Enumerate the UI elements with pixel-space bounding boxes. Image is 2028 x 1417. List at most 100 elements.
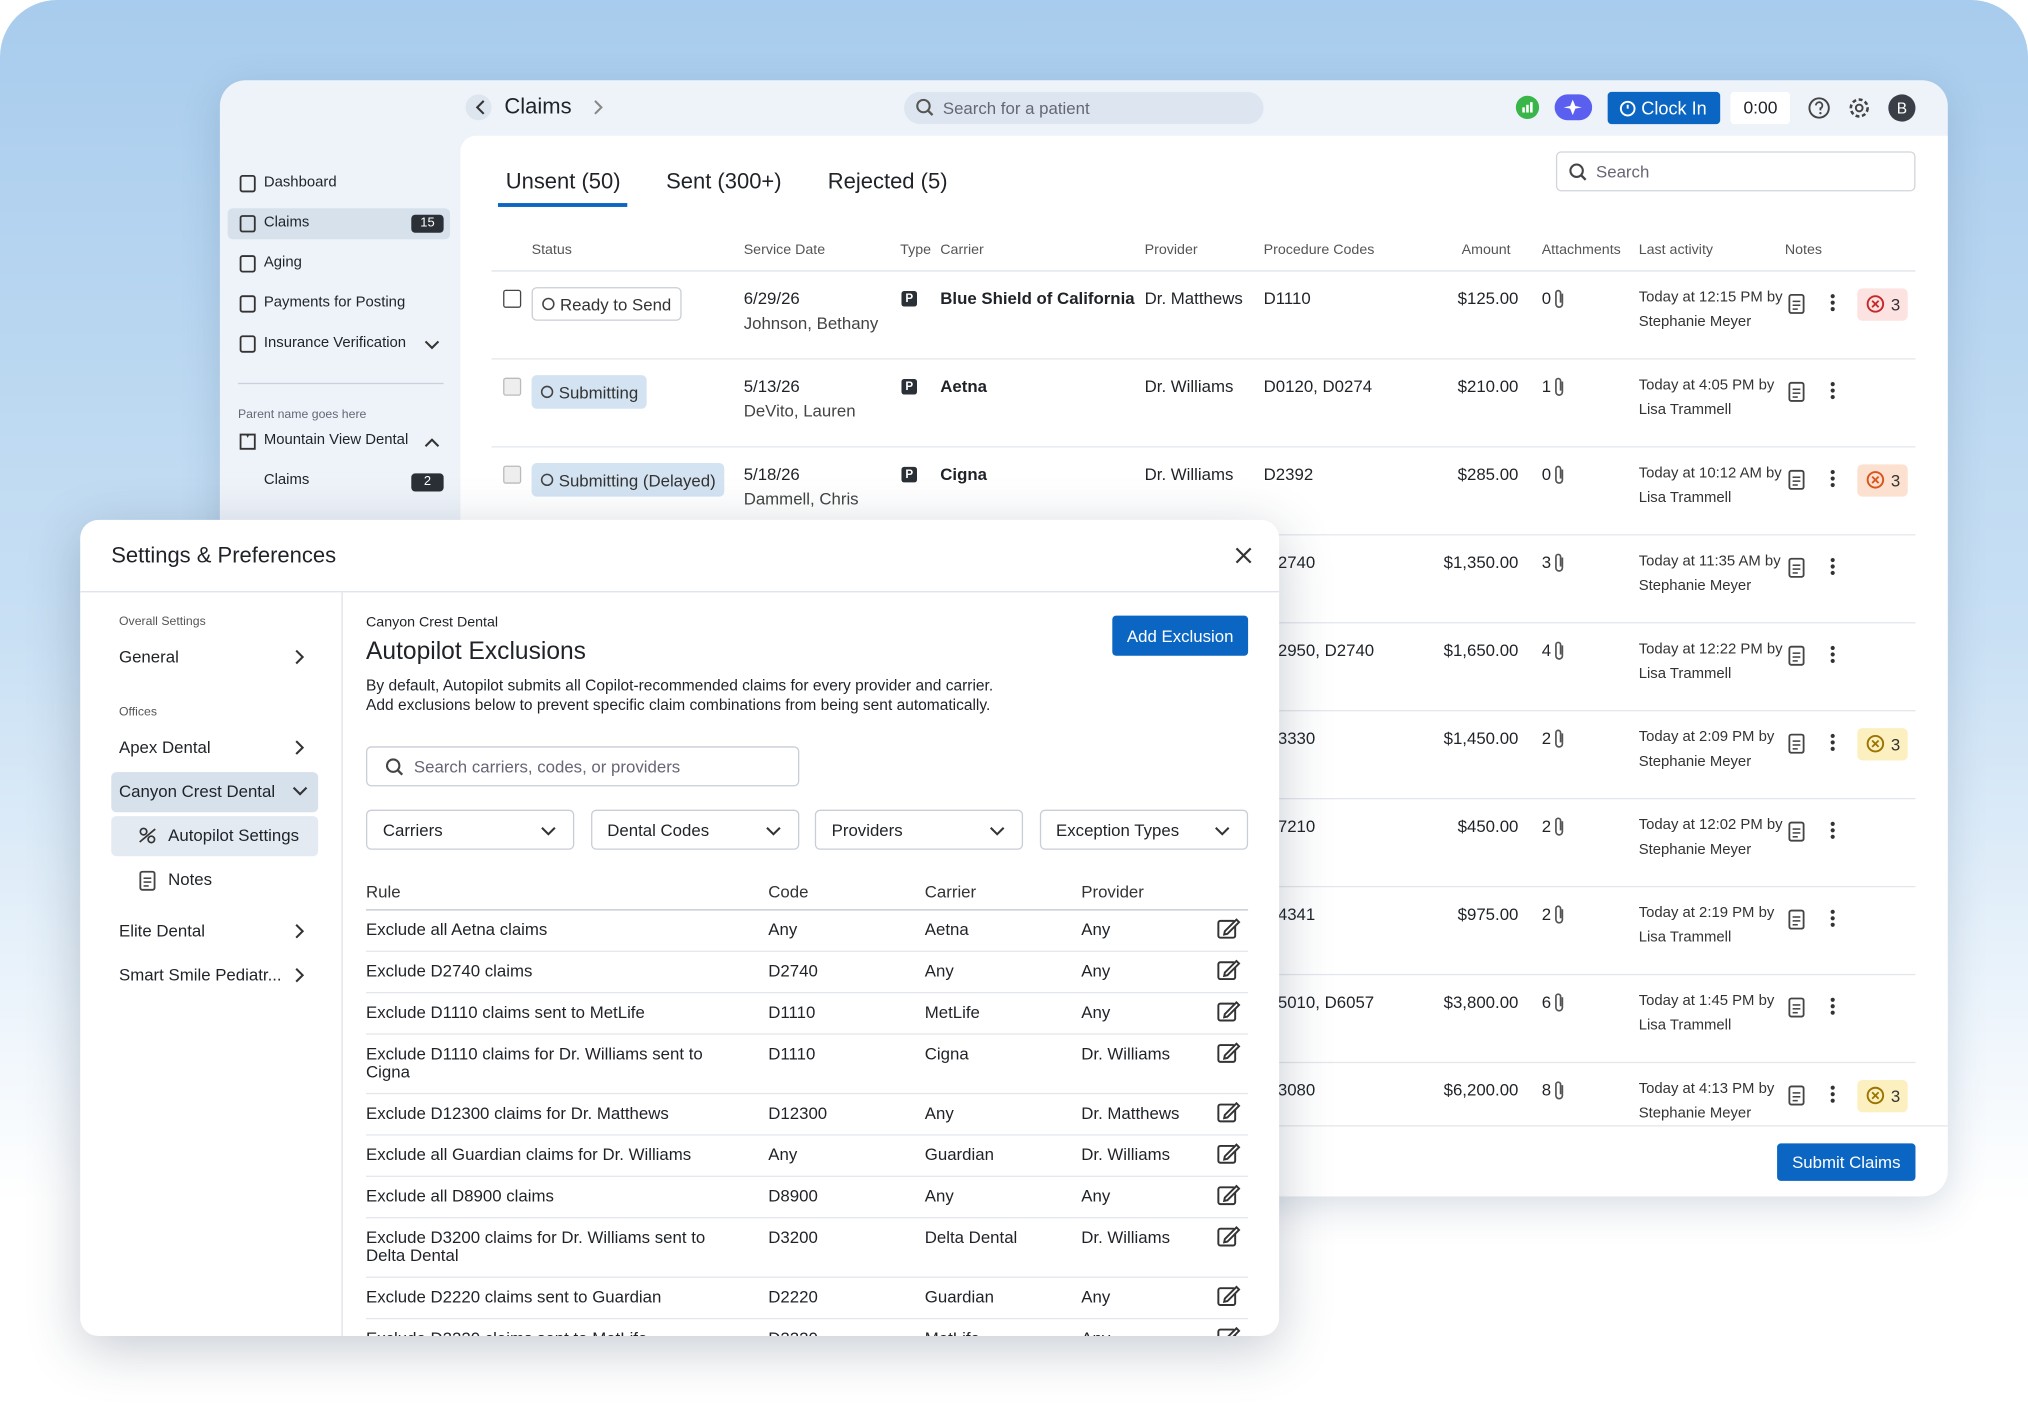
nav-item[interactable]: Canyon Crest Dental (118, 781, 276, 801)
tab[interactable]: Rejected (5) (827, 169, 948, 194)
icon-part (1830, 382, 1835, 387)
filter-dropdown[interactable]: Exception Types (1039, 809, 1248, 850)
row-checkbox[interactable] (503, 289, 522, 308)
search-icon (1569, 163, 1587, 181)
carrier: Blue Shield of California (940, 288, 1135, 309)
nav-subitem[interactable]: Notes (168, 869, 213, 889)
alert-badge[interactable]: 3 (1857, 728, 1908, 761)
amount: $210.00 (1457, 376, 1519, 397)
sidebar-item[interactable]: Dashboard (228, 168, 450, 199)
timer-value: 0:00 (1743, 97, 1778, 117)
icon-part (295, 649, 305, 665)
icon-part (1830, 834, 1835, 839)
attachment-count: 0 (1541, 288, 1552, 309)
filter-dropdown[interactable]: Providers (814, 809, 1024, 850)
icon-part (295, 968, 305, 983)
icon-part (1830, 645, 1835, 651)
status-pill: Submitting (Delayed) (531, 463, 725, 497)
row-divider (491, 358, 1916, 360)
tab[interactable]: Sent (300+) (666, 169, 782, 194)
copilot-icon (1554, 94, 1593, 121)
badge-count: 2 (423, 474, 432, 489)
exclusion-search[interactable]: Search carriers, codes, or providers (366, 746, 800, 787)
alert-badge[interactable]: 3 (1857, 464, 1908, 497)
edit-icon (1217, 1326, 1241, 1337)
icon-part (1217, 1227, 1237, 1247)
nav-item[interactable]: Apex Dental (118, 737, 211, 757)
filter-dropdown[interactable]: Dental Codes (590, 809, 799, 850)
exclusion-row: Exclude D2220 claims sent to Guardian D22… (366, 1276, 1249, 1318)
icon-part (1788, 381, 1805, 402)
sidebar-item[interactable]: Aging (228, 248, 450, 279)
cell: Aetna (924, 919, 969, 939)
row-checkbox[interactable] (503, 377, 522, 396)
table-search[interactable]: Search (1555, 151, 1916, 192)
nav-item[interactable]: Smart Smile Pediatr... (118, 965, 282, 985)
icon-part (1555, 641, 1564, 660)
back-button[interactable] (465, 94, 492, 121)
nav-item[interactable]: General (118, 646, 179, 667)
filter-dropdown[interactable]: Carriers (366, 809, 575, 850)
icon-part (147, 835, 156, 844)
filter-label: Exception Types (1056, 820, 1180, 840)
clock-in-button[interactable]: Clock In (1607, 91, 1721, 125)
close-button[interactable] (1235, 547, 1252, 564)
count-badge: 2 (411, 473, 444, 492)
sidebar-divider (237, 382, 444, 385)
column-header: Rule (366, 882, 401, 902)
search-placeholder: Search (1596, 161, 1650, 182)
paperclip-icon (1555, 729, 1564, 748)
tab[interactable]: Unsent (50) (505, 169, 621, 194)
cell: Exclude all Aetna claims (366, 919, 548, 939)
icon-part (1788, 645, 1805, 666)
add-exclusion-button[interactable]: Add Exclusion (1112, 615, 1249, 656)
edit-icon (1217, 959, 1241, 981)
patient-name: Johnson, Bethany (743, 313, 879, 333)
sidebar-item[interactable]: Claims 15 (227, 208, 451, 240)
icon-part (1235, 547, 1252, 564)
last-activity: Today at 10:12 AM by (1638, 465, 1782, 482)
row-checkbox[interactable] (503, 465, 522, 484)
office-item[interactable]: Claims (263, 472, 310, 488)
alert-badge[interactable]: 3 (1857, 1079, 1908, 1113)
icon-part (1217, 1103, 1237, 1123)
sidebar-item[interactable]: Insurance Verification (228, 329, 450, 360)
exclusion-row: Exclude D2220 claims sent to MetLife D222… (366, 1317, 1249, 1337)
office-name[interactable]: Mountain View Dental (263, 432, 409, 448)
edit-icon (1217, 918, 1241, 939)
icon-part (1227, 1326, 1241, 1337)
sidebar-item[interactable]: Payments for Posting (228, 288, 450, 319)
nav-item[interactable]: Elite Dental (118, 921, 205, 941)
column-header: Last activity (1638, 242, 1714, 258)
icon-part (1522, 107, 1525, 113)
page-title: Claims (504, 94, 572, 119)
timer-icon (1619, 100, 1636, 117)
search-placeholder: Search for a patient (942, 97, 1090, 118)
cell: MetLife (925, 1329, 1081, 1336)
carrier: Cigna (940, 464, 988, 484)
nav-subitem[interactable]: Autopilot Settings (168, 825, 300, 845)
submit-label: Submit Claims (1792, 1152, 1901, 1172)
icon-part (1830, 1085, 1835, 1090)
patient-search[interactable]: Search for a patient (904, 91, 1264, 125)
procedure-codes: 7210 (1277, 816, 1316, 836)
type-label: P (905, 291, 914, 305)
nav-chevron (295, 968, 305, 983)
icon-part (1555, 905, 1564, 924)
procedure-codes: 4341 (1277, 904, 1316, 924)
notes-icon (1788, 381, 1805, 402)
icon-part (1830, 557, 1835, 563)
exclusion-row: Exclude all Aetna claims Any Aetna Any (366, 911, 1248, 951)
avatar[interactable]: B (1888, 94, 1916, 122)
icon-part (396, 769, 404, 776)
cell: D2740 (768, 960, 818, 981)
icon-part (1555, 465, 1564, 484)
submit-button[interactable]: Submit Claims (1777, 1143, 1916, 1181)
attachment-count: 2 (1541, 904, 1552, 924)
cell: D3200 (768, 1227, 818, 1247)
alert-badge[interactable]: 3 (1857, 288, 1908, 321)
type-label: P (905, 379, 914, 393)
icon-part (1866, 471, 1885, 489)
icon-part (916, 98, 931, 114)
nav-icon (239, 174, 256, 193)
